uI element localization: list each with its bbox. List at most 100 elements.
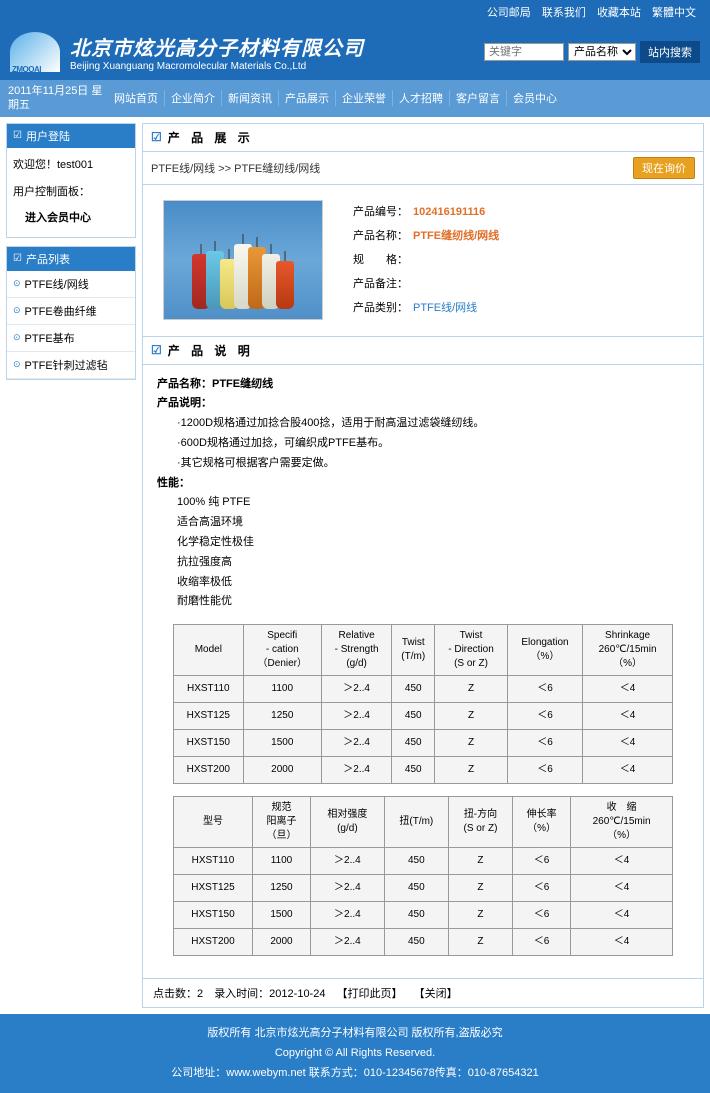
- prod-remark-label: 产品备注：: [353, 272, 413, 296]
- table-row: HXST2002000＞2..4450Z＜6＜4: [173, 757, 672, 784]
- close-link[interactable]: 【关闭】: [414, 988, 458, 1000]
- sidebar-item-ptfe-line[interactable]: PTFE线/网线: [7, 271, 135, 298]
- table-header: Twist- Direction(S or Z): [435, 625, 508, 676]
- table-cell: ＜6: [513, 875, 571, 902]
- table-header: Twist(T/m): [392, 625, 435, 676]
- main-nav: 网站首页 企业简介 新闻资讯 产品展示 企业荣誉 人才招聘 客户留言 会员中心: [108, 90, 702, 106]
- table-cell: Z: [435, 703, 508, 730]
- footer: 版权所有 北京市炫光高分子材料有限公司 版权所有,盗版必究 Copyright …: [0, 1014, 710, 1093]
- table-cell: ＜4: [583, 703, 673, 730]
- product-list: PTFE线/网线 PTFE卷曲纤维 PTFE基布 PTFE针刺过滤毡: [7, 271, 135, 379]
- table-cell: 450: [384, 902, 448, 929]
- table-header: 规范阳离子（旦）: [252, 797, 310, 848]
- link-fav[interactable]: 收藏本站: [597, 7, 641, 19]
- table-cell: ＞2..4: [321, 703, 392, 730]
- sidebar: 用户登陆 欢迎您！test001 用户控制面板： 进入会员中心 产品列表 PTF…: [6, 123, 136, 1009]
- table-row: HXST1251250＞2..4450Z＜6＜4: [173, 875, 672, 902]
- prod-name: PTFE缝纫线/网线: [413, 224, 499, 248]
- search-button[interactable]: 站内搜索: [640, 41, 700, 63]
- nav-message[interactable]: 客户留言: [449, 90, 506, 106]
- date-text: 2011年11月25日 星期五: [8, 84, 108, 113]
- table-cell: ＜4: [583, 730, 673, 757]
- desc-bullet: ·600D规格通过加捻，可编织成PTFE基布。: [157, 434, 689, 454]
- table-cell: Z: [435, 730, 508, 757]
- prod-spec-label: 规 格：: [353, 248, 413, 272]
- nav-news[interactable]: 新闻资讯: [221, 90, 278, 106]
- print-link[interactable]: 【打印此页】: [337, 988, 403, 1000]
- table-cell: ＜4: [571, 929, 673, 956]
- nav-jobs[interactable]: 人才招聘: [392, 90, 449, 106]
- table-header: 型号: [173, 797, 252, 848]
- table-row: HXST1101100＞2..4450Z＜6＜4: [173, 676, 672, 703]
- table-header: 扭-方向(S or Z): [448, 797, 512, 848]
- logo-area: 北京市炫光高分子材料有限公司 Beijing Xuanguang Macromo…: [10, 32, 364, 72]
- link-contact[interactable]: 联系我们: [542, 7, 586, 19]
- table-cell: 450: [384, 875, 448, 902]
- table-header: 伸长率（%）: [513, 797, 571, 848]
- sidebar-item-ptfe-cloth[interactable]: PTFE基布: [7, 325, 135, 352]
- table-cell: Z: [448, 848, 512, 875]
- breadcrumb-bar: PTFE线/网线 >> PTFE缝纫线/网线 现在询价: [143, 152, 703, 185]
- breadcrumb-item: PTFE缝纫线/网线: [234, 163, 320, 175]
- perf-item: 100% 纯 PTFE: [157, 493, 689, 513]
- table-cell: Z: [448, 875, 512, 902]
- table-cell: ＜6: [513, 848, 571, 875]
- breadcrumb-cat[interactable]: PTFE线/网线: [151, 163, 215, 175]
- table-cell: HXST150: [173, 730, 243, 757]
- table-header: Specifi- cation（Denier）: [243, 625, 321, 676]
- login-block: 用户登陆 欢迎您！test001 用户控制面板： 进入会员中心: [6, 123, 136, 238]
- table-cell: ＞2..4: [321, 757, 392, 784]
- sidebar-item-ptfe-felt[interactable]: PTFE针刺过滤毡: [7, 352, 135, 379]
- table-cell: 1500: [243, 730, 321, 757]
- table-row: HXST1251250＞2..4450Z＜6＜4: [173, 703, 672, 730]
- table-cell: ＜6: [507, 676, 582, 703]
- table-cell: ＜6: [513, 902, 571, 929]
- spec-table-cn: 型号规范阳离子（旦）相对强度(g/d)扭(T/m)扭-方向(S or Z)伸长率…: [173, 796, 673, 956]
- table-header: 扭(T/m): [384, 797, 448, 848]
- table-header: Elongation（%）: [507, 625, 582, 676]
- product-list-title: 产品列表: [7, 247, 135, 271]
- table-cell: 450: [392, 757, 435, 784]
- table-row: HXST1501500＞2..4450Z＜6＜4: [173, 730, 672, 757]
- search-input[interactable]: [484, 43, 564, 61]
- nav-products[interactable]: 产品展示: [278, 90, 335, 106]
- table-cell: 1250: [243, 703, 321, 730]
- thread-icon: [276, 261, 294, 309]
- nav-member[interactable]: 会员中心: [506, 90, 563, 106]
- link-trad[interactable]: 繁體中文: [652, 7, 696, 19]
- product-info: 产品编号：102416191116 产品名称：PTFE缝纫线/网线 规 格： 产…: [353, 200, 683, 321]
- footer-line1: 版权所有 北京市炫光高分子材料有限公司 版权所有,盗版必究: [10, 1024, 700, 1044]
- table-cell: Z: [435, 676, 508, 703]
- table-row: HXST1101100＞2..4450Z＜6＜4: [173, 848, 672, 875]
- time-text: 录入时间：2012-10-24: [214, 988, 325, 1000]
- perf-item: 适合高温环境: [157, 513, 689, 533]
- link-mail[interactable]: 公司邮局: [487, 7, 531, 19]
- nav-home[interactable]: 网站首页: [108, 90, 164, 106]
- prod-cat[interactable]: PTFE线/网线: [413, 296, 477, 320]
- table-cell: 1100: [252, 848, 310, 875]
- desc-body: 产品名称：PTFE缝纫线 产品说明： ·1200D规格通过加捻合股400捻，适用…: [143, 365, 703, 979]
- enter-member-center[interactable]: 进入会员中心: [13, 209, 129, 229]
- content-area: 产 品 展 示 PTFE线/网线 >> PTFE缝纫线/网线 现在询价: [142, 123, 704, 1009]
- table-cell: HXST110: [173, 676, 243, 703]
- desc-title: 产 品 说 明: [143, 336, 703, 365]
- inquiry-button[interactable]: 现在询价: [633, 157, 695, 179]
- table-cell: HXST200: [173, 929, 252, 956]
- table-header: Relative- Strength(g/d): [321, 625, 392, 676]
- prod-cat-label: 产品类别：: [353, 296, 413, 320]
- table-cell: 2000: [243, 757, 321, 784]
- table-cell: Z: [448, 902, 512, 929]
- table-cell: HXST125: [173, 703, 243, 730]
- desc-label: 产品说明：: [157, 394, 689, 414]
- perf-label: 性能：: [157, 474, 689, 494]
- footer-line3: 公司地址：www.webym.net 联系方式：010-12345678传真：0…: [10, 1064, 700, 1084]
- nav-honor[interactable]: 企业荣誉: [335, 90, 392, 106]
- nav-about[interactable]: 企业简介: [164, 90, 221, 106]
- prod-num: 102416191116: [413, 200, 485, 224]
- table-header: Model: [173, 625, 243, 676]
- table-cell: ＜6: [507, 730, 582, 757]
- prod-num-label: 产品编号：: [353, 200, 413, 224]
- search-select[interactable]: 产品名称: [568, 43, 636, 61]
- table-cell: HXST110: [173, 848, 252, 875]
- sidebar-item-ptfe-fiber[interactable]: PTFE卷曲纤维: [7, 298, 135, 325]
